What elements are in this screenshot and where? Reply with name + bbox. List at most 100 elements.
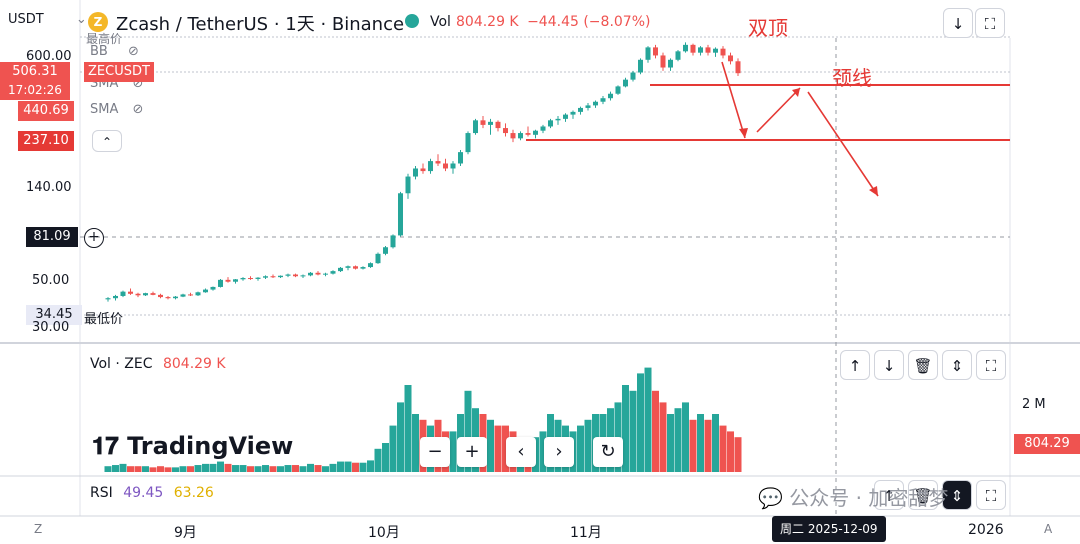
- candle-body[interactable]: [368, 263, 373, 268]
- candle-body[interactable]: [630, 72, 636, 80]
- legend-sma-2[interactable]: SMA ⊘: [90, 102, 143, 117]
- currency-selector[interactable]: USDT ⌄: [8, 12, 87, 27]
- rsi-move-up-button[interactable]: ↑: [874, 480, 904, 510]
- candle-body[interactable]: [210, 286, 216, 290]
- candle-body[interactable]: [240, 278, 246, 280]
- candle-body[interactable]: [233, 279, 238, 282]
- delete-pane-button[interactable]: 🗑: [908, 350, 938, 380]
- candle-body[interactable]: [398, 193, 403, 236]
- maximize-pane-button[interactable]: ⛶: [976, 350, 1006, 380]
- add-alert-icon[interactable]: +: [84, 228, 104, 248]
- candle-body[interactable]: [495, 121, 501, 129]
- candle-body[interactable]: [593, 101, 598, 106]
- candle-body[interactable]: [548, 120, 553, 127]
- scroll-left-button[interactable]: ‹: [506, 437, 536, 467]
- candle-body[interactable]: [218, 279, 223, 287]
- candle-body[interactable]: [270, 276, 276, 278]
- candle-body[interactable]: [180, 294, 186, 297]
- candle-body[interactable]: [525, 133, 531, 135]
- candle-body[interactable]: [300, 275, 306, 277]
- candle-body[interactable]: [383, 247, 388, 254]
- candle-body[interactable]: [555, 118, 561, 121]
- candle-body[interactable]: [728, 55, 733, 62]
- eye-off-icon[interactable]: ⊘: [127, 44, 139, 59]
- candle-body[interactable]: [660, 55, 666, 68]
- candle-body[interactable]: [578, 107, 583, 112]
- candle-body[interactable]: [413, 168, 418, 177]
- candle-body[interactable]: [165, 297, 171, 299]
- candle-body[interactable]: [435, 161, 441, 164]
- candle-body[interactable]: [345, 266, 351, 268]
- candle-body[interactable]: [150, 293, 156, 295]
- candle-body[interactable]: [203, 289, 208, 293]
- candle-body[interactable]: [225, 279, 231, 282]
- candle-body[interactable]: [488, 121, 493, 125]
- candle-body[interactable]: [465, 133, 471, 153]
- candle-body[interactable]: [105, 298, 111, 300]
- candle-body[interactable]: [173, 296, 178, 299]
- candle-body[interactable]: [308, 272, 313, 276]
- candle-body[interactable]: [338, 267, 343, 272]
- move-up-button[interactable]: ↑: [840, 350, 870, 380]
- move-down-button[interactable]: ↓: [874, 350, 904, 380]
- legend-bb[interactable]: BB ⊘: [90, 44, 139, 59]
- candle-body[interactable]: [428, 161, 433, 172]
- candle-body[interactable]: [608, 93, 613, 99]
- candle-body[interactable]: [540, 126, 546, 131]
- candle-body[interactable]: [248, 278, 253, 280]
- candle-body[interactable]: [690, 44, 696, 53]
- candle-body[interactable]: [563, 114, 568, 119]
- candle-body[interactable]: [330, 271, 336, 274]
- candle-body[interactable]: [263, 276, 268, 278]
- candle-body[interactable]: [458, 152, 463, 164]
- candle-body[interactable]: [533, 130, 538, 135]
- candle-body[interactable]: [128, 291, 133, 294]
- candle-body[interactable]: [293, 274, 298, 277]
- candle-body[interactable]: [195, 292, 201, 296]
- collapse-pane-button[interactable]: ⇕: [942, 350, 972, 380]
- candle-body[interactable]: [315, 272, 321, 275]
- candle-body[interactable]: [503, 128, 508, 134]
- candle-body[interactable]: [450, 163, 456, 169]
- candle-body[interactable]: [735, 61, 741, 74]
- candle-body[interactable]: [390, 235, 396, 248]
- candle-body[interactable]: [480, 120, 486, 125]
- zoom-in-button[interactable]: +: [457, 437, 487, 467]
- timezone-toggle[interactable]: Z: [34, 522, 43, 536]
- candle-body[interactable]: [278, 275, 283, 278]
- candle-body[interactable]: [510, 133, 516, 139]
- collapse-legend-button[interactable]: ⌃: [92, 130, 122, 152]
- rsi-delete-button[interactable]: 🗑: [908, 480, 938, 510]
- candle-body[interactable]: [443, 163, 448, 169]
- candle-body[interactable]: [323, 273, 328, 275]
- eye-off-icon[interactable]: ⊘: [132, 102, 144, 117]
- candle-body[interactable]: [720, 48, 726, 56]
- candle-body[interactable]: [143, 293, 148, 296]
- candle-body[interactable]: [713, 48, 718, 53]
- candle-body[interactable]: [698, 47, 703, 53]
- candle-body[interactable]: [158, 294, 163, 298]
- candle-body[interactable]: [705, 47, 711, 53]
- candle-body[interactable]: [405, 176, 411, 194]
- candle-body[interactable]: [285, 274, 291, 276]
- scroll-right-button[interactable]: ›: [544, 437, 574, 467]
- candle-body[interactable]: [585, 105, 591, 108]
- candle-body[interactable]: [600, 98, 606, 102]
- rsi-collapse-button[interactable]: ⇕: [942, 480, 972, 510]
- auto-scale-toggle[interactable]: A: [1044, 522, 1053, 536]
- fullscreen-button[interactable]: ⛶: [975, 8, 1005, 38]
- candle-body[interactable]: [420, 168, 426, 172]
- candle-body[interactable]: [653, 47, 658, 56]
- rsi-maximize-button[interactable]: ⛶: [976, 480, 1006, 510]
- candle-body[interactable]: [615, 86, 621, 94]
- candle-body[interactable]: [188, 294, 193, 296]
- candle-body[interactable]: [113, 295, 118, 299]
- candle-body[interactable]: [638, 59, 643, 73]
- candle-body[interactable]: [360, 267, 366, 269]
- candle-body[interactable]: [120, 291, 126, 296]
- zoom-out-button[interactable]: −: [420, 437, 450, 467]
- candle-body[interactable]: [570, 111, 576, 115]
- arrow-down-button[interactable]: ↓: [943, 8, 973, 38]
- candle-body[interactable]: [623, 79, 628, 87]
